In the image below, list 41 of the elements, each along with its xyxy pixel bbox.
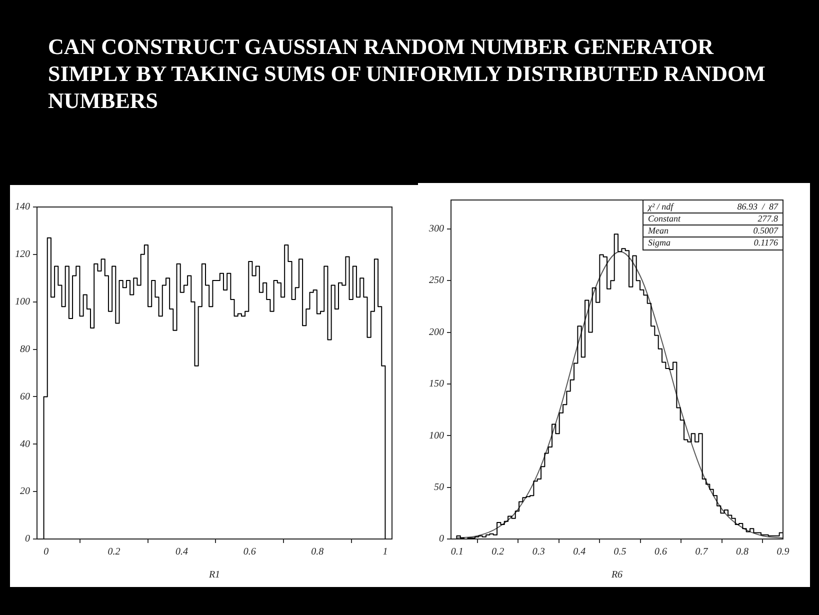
y-tick-label: 300 xyxy=(428,224,444,235)
y-tick-label: 200 xyxy=(429,326,444,338)
x-tick-label: 0.7 xyxy=(695,546,709,558)
y-tick-label: 80 xyxy=(20,344,30,355)
x-tick-label: 0.9 xyxy=(776,546,790,558)
x-tick-label: 0.4 xyxy=(573,546,586,558)
y-tick-label: 20 xyxy=(20,486,30,498)
x-tick-label: 0.4 xyxy=(176,546,188,558)
y-tick-label: 100 xyxy=(429,430,444,442)
y-tick-label: 120 xyxy=(15,249,30,260)
y-tick-label: 250 xyxy=(429,275,444,286)
y-tick-label: 60 xyxy=(20,391,30,402)
y-tick-label: 0 xyxy=(439,534,444,545)
x-tick-label: 1 xyxy=(382,546,388,558)
y-tick-label: 40 xyxy=(20,438,30,450)
x-axis-title: R1 xyxy=(208,570,220,581)
x-axis-title: R6 xyxy=(610,570,623,581)
annotation: 0.5007 xyxy=(753,225,778,236)
y-tick-label: 150 xyxy=(429,378,444,390)
x-tick-label: 0.6 xyxy=(243,546,256,558)
x-tick-label: 0.8 xyxy=(736,546,749,558)
x-tick-label: 0.5 xyxy=(614,546,626,558)
x-tick-label: 0.8 xyxy=(311,546,324,558)
x-tick-label: 0.1 xyxy=(450,546,464,558)
chart-title: CAN CONSTRUCT GAUSSIAN RANDOM NUMBER GENERATOR SIMPLY BY TAKING SUMS OF UNIFORMLY DISTRIBUTED RANDOM NUMBERS xyxy=(48,33,766,114)
annotation: 277.8 xyxy=(758,213,778,224)
x-tick-label: 0.3 xyxy=(532,546,545,558)
y-tick-label: 50 xyxy=(434,482,444,493)
y-tick-label: 100 xyxy=(15,296,30,308)
y-tick-label: 140 xyxy=(15,202,30,213)
x-tick-label: 0.2 xyxy=(108,546,120,558)
x-tick-label: 0.2 xyxy=(492,546,504,558)
annotation: Mean xyxy=(647,225,669,236)
annotation: χ² / ndf xyxy=(647,201,675,212)
annotation: 86.93 / 87 xyxy=(737,201,778,212)
annotation: Constant xyxy=(648,213,682,224)
annotation: 0.1176 xyxy=(754,237,778,248)
x-tick-label: 0 xyxy=(44,546,49,558)
x-tick-label: 0.6 xyxy=(654,546,668,558)
annotation: Sigma xyxy=(648,237,671,248)
y-tick-label: 0 xyxy=(25,534,30,545)
